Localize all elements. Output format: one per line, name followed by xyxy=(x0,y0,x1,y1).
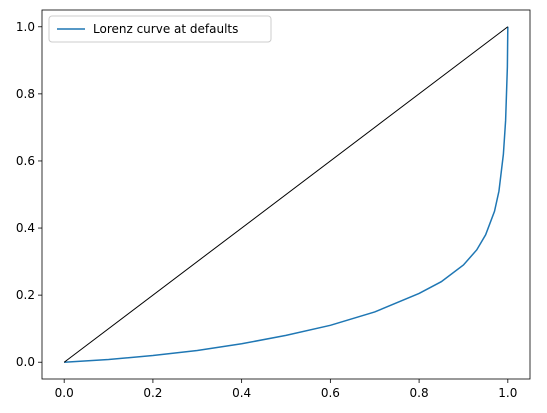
x-tick-label: 1.0 xyxy=(498,386,517,400)
x-tick-label: 0.4 xyxy=(232,386,251,400)
y-tick-label: 0.2 xyxy=(16,288,35,302)
y-tick-label: 0.0 xyxy=(16,355,35,369)
legend-label: Lorenz curve at defaults xyxy=(93,22,238,36)
x-tick-label: 0.6 xyxy=(321,386,340,400)
y-tick-label: 0.8 xyxy=(16,87,35,101)
series-line xyxy=(63,26,509,363)
y-tick-label: 0.4 xyxy=(16,221,35,235)
x-tick-label: 0.0 xyxy=(55,386,74,400)
plot-frame xyxy=(41,9,531,380)
y-tick-label: 1.0 xyxy=(16,20,35,34)
legend-box xyxy=(48,15,272,43)
x-tick-label: 0.2 xyxy=(143,386,162,400)
x-tick-label: 0.8 xyxy=(410,386,429,400)
y-tick-label: 0.6 xyxy=(16,154,35,168)
series-line xyxy=(64,26,509,363)
